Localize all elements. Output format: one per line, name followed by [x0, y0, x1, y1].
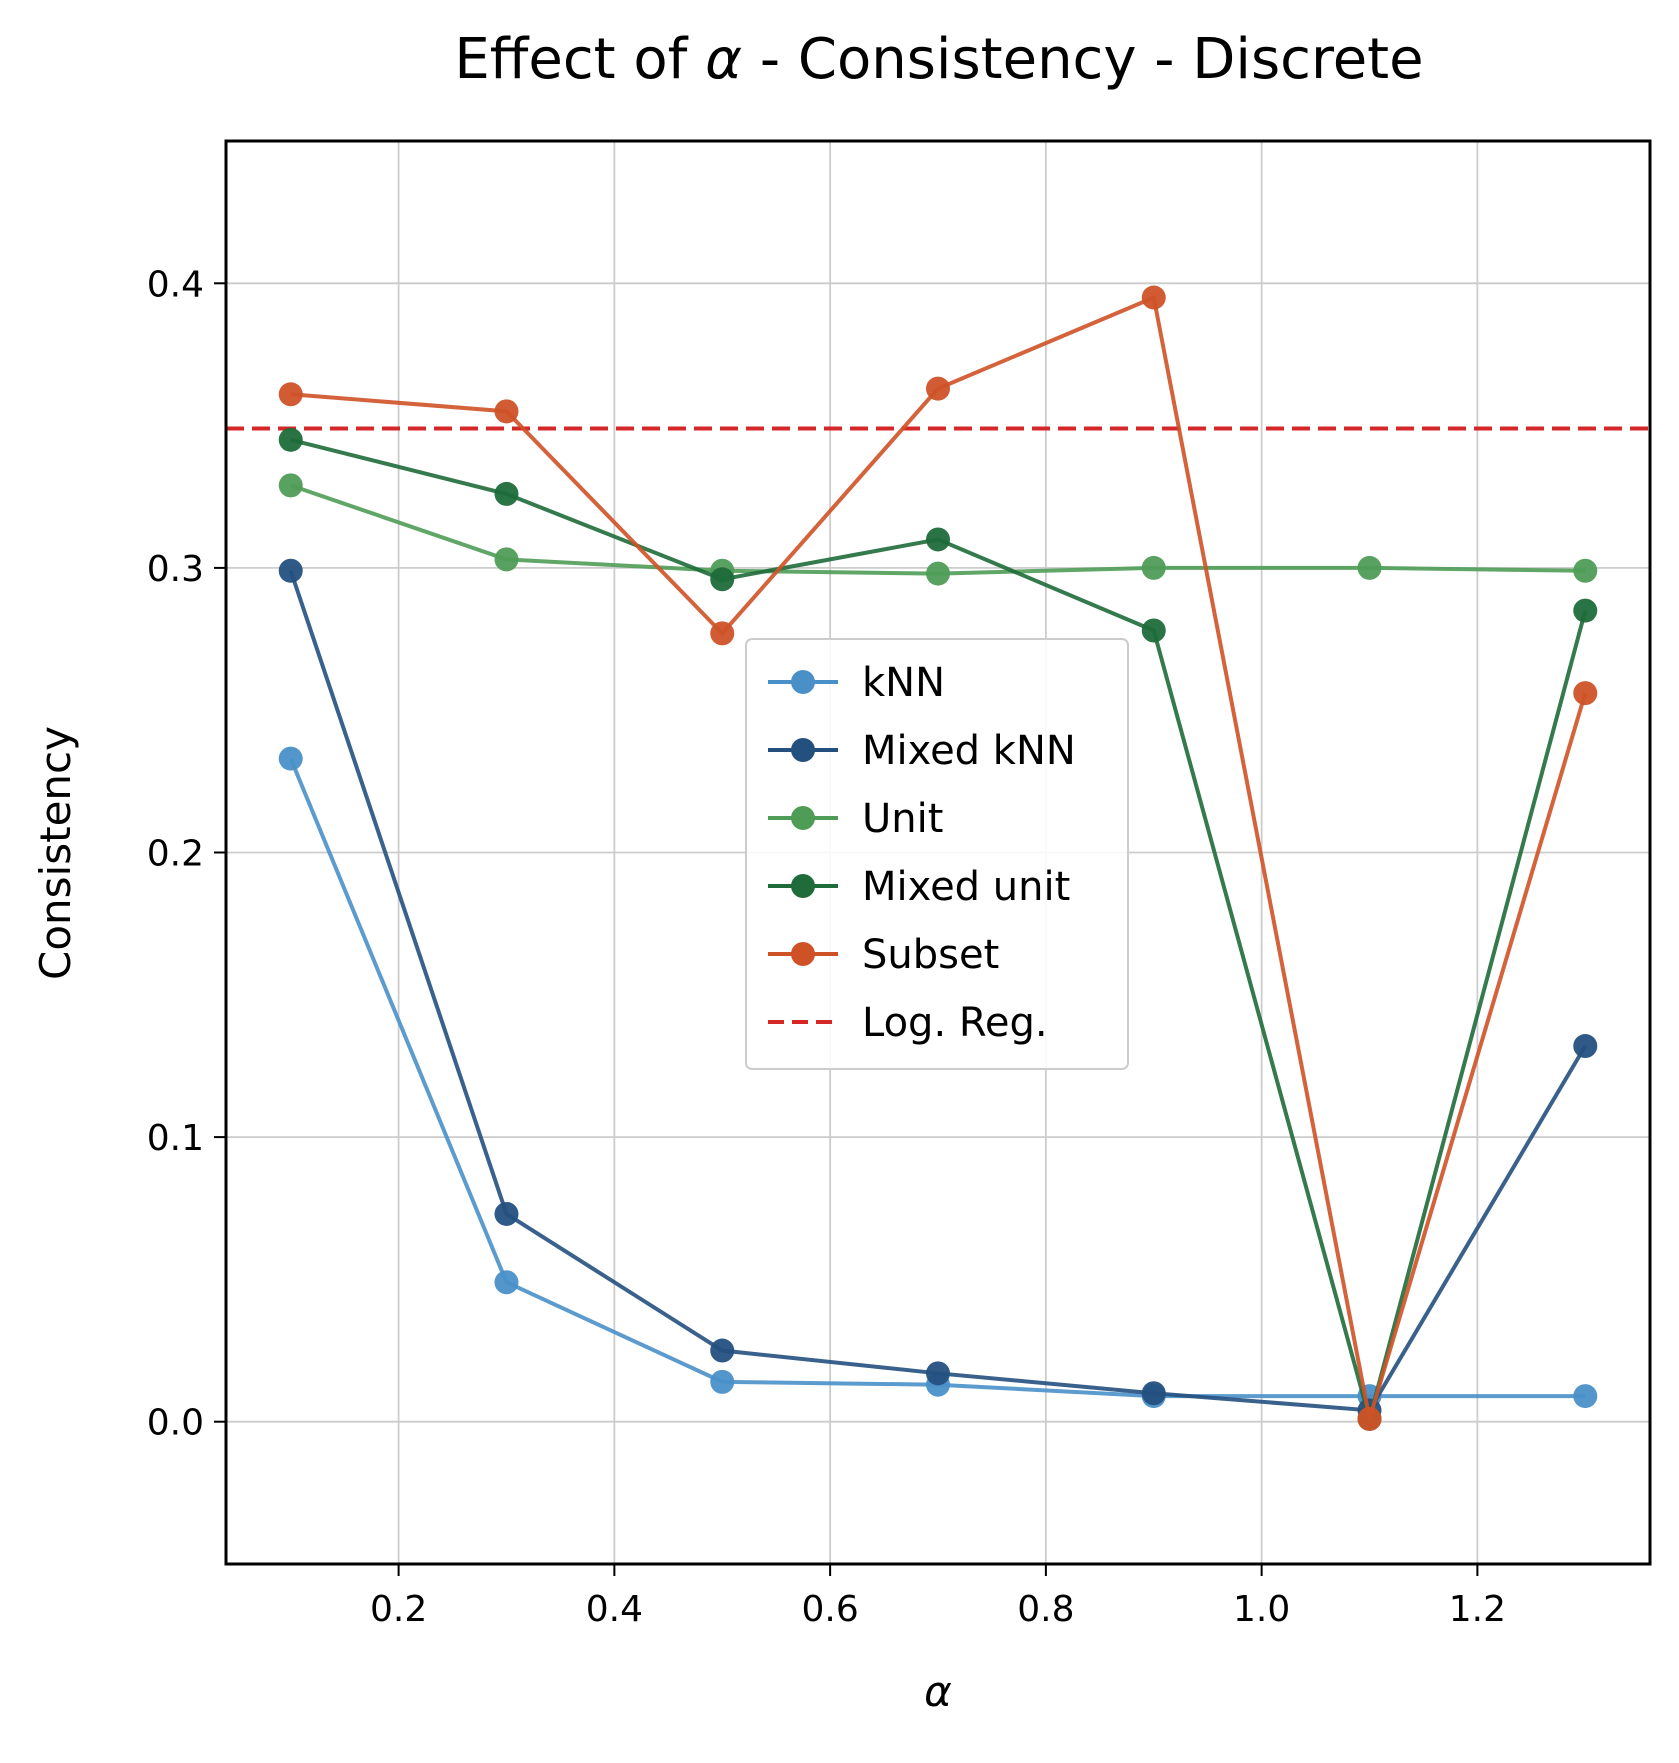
data-point [278, 558, 303, 583]
y-tick-label: 0.3 [147, 549, 204, 590]
data-point [494, 399, 519, 424]
data-point [926, 1361, 950, 1386]
data-point [278, 382, 303, 407]
legend-entry: Log. Reg. [768, 1000, 1048, 1046]
data-point [1141, 555, 1166, 580]
legend-marker [791, 806, 815, 830]
data-point [494, 547, 519, 572]
data-point [494, 1201, 519, 1226]
data-point [710, 1338, 735, 1363]
data-point [278, 746, 303, 771]
legend: kNN Mixed kNN Unit Mixed unit Subset Log. Reg… [745, 638, 1129, 1070]
legend-marker [791, 874, 815, 898]
legend-entry: Mixed kNN [768, 728, 1076, 774]
legend-label: Subset [862, 932, 999, 978]
legend-marker [791, 942, 815, 966]
data-point [278, 427, 303, 452]
legend-label: Mixed unit [862, 864, 1070, 910]
legend-entry: Unit [768, 796, 943, 842]
data-point [1573, 681, 1598, 706]
x-axis-ticks: 0.2 0.4 0.6 0.8 1.0 1.2 [370, 1564, 1506, 1630]
chart-title-symbol: α [705, 27, 742, 92]
legend-label: Mixed kNN [862, 728, 1076, 774]
x-tick-label: 1.2 [1449, 1589, 1506, 1630]
x-tick-label: 1.0 [1233, 1589, 1290, 1630]
data-point [710, 567, 735, 592]
data-point [1573, 558, 1598, 583]
legend-entry: Subset [768, 932, 999, 978]
x-tick-label: 0.4 [586, 1589, 643, 1630]
y-tick-label: 0.2 [147, 834, 204, 875]
chart-title-prefix: Effect of [454, 27, 705, 92]
data-point [1141, 285, 1166, 310]
legend-marker [791, 670, 815, 694]
y-axis-ticks: 0.0 0.1 0.2 0.3 0.4 [147, 264, 226, 1444]
y-tick-label: 0.1 [147, 1118, 204, 1159]
data-point [494, 1270, 519, 1295]
legend-label: kNN [862, 660, 945, 706]
data-point [1573, 598, 1598, 623]
data-point [1357, 1406, 1382, 1431]
legend-label: Unit [862, 796, 943, 842]
x-tick-label: 0.8 [1017, 1589, 1074, 1630]
y-tick-label: 0.4 [147, 264, 204, 305]
x-axis-label: α [924, 1667, 952, 1716]
data-point [1141, 1381, 1166, 1406]
data-point [926, 561, 950, 586]
series-unit [278, 473, 1598, 586]
data-point [1573, 1034, 1598, 1059]
legend-entry: Mixed unit [768, 864, 1070, 910]
y-tick-label: 0.0 [147, 1403, 204, 1444]
y-axis-label: Consistency [31, 726, 80, 980]
data-point [278, 473, 303, 498]
series-layer [278, 285, 1598, 1431]
data-point [1573, 1384, 1598, 1409]
x-tick-label: 0.2 [370, 1589, 427, 1630]
legend-label: Log. Reg. [862, 1000, 1048, 1046]
data-point [1357, 555, 1382, 580]
chart-title: Effect of α - Consistency - Discrete [454, 27, 1423, 92]
legend-entry: kNN [768, 660, 945, 706]
x-tick-label: 0.6 [801, 1589, 858, 1630]
data-point [710, 1369, 735, 1394]
legend-marker [791, 738, 815, 762]
legend-box [745, 638, 1129, 1070]
data-point [494, 481, 519, 506]
data-point [1141, 618, 1166, 643]
chart-title-suffix: - Consistency - Discrete [742, 27, 1424, 92]
data-point [710, 621, 735, 646]
data-point [926, 376, 950, 401]
data-point [926, 527, 950, 552]
series-subset [278, 285, 1598, 1431]
